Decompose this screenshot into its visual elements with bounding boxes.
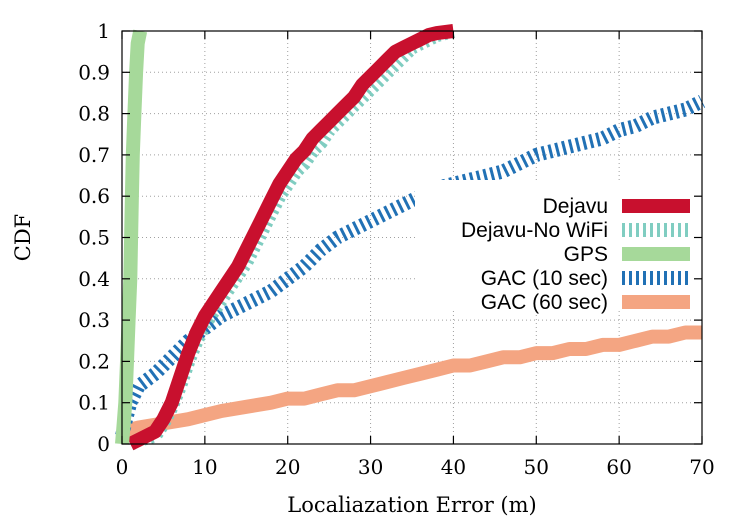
x-tick-label: 30 [358, 455, 383, 479]
x-tick-label: 70 [689, 455, 714, 479]
x-tick-label: 10 [192, 455, 217, 479]
x-tick-label: 40 [441, 455, 466, 479]
legend-label: Dejavu-No WiFi [461, 219, 608, 242]
y-tick-label: 0.5 [78, 226, 110, 250]
y-tick-label: 0.7 [78, 143, 110, 167]
series-line-gac-60-sec [120, 325, 702, 439]
legend-label: Dejavu [543, 195, 608, 218]
x-tick-label: 60 [606, 455, 631, 479]
series-line-dejavu [127, 24, 455, 451]
y-tick-label: 0 [97, 432, 110, 456]
x-axis-title: Localiazation Error (m) [287, 493, 536, 517]
y-tick-labels: 0 0.1 0.2 0.3 0.4 0.5 0.6 0.7 0.8 0.9 1 [78, 19, 110, 456]
series-line-dejavu-no-wifi [127, 24, 456, 451]
y-tick-label: 0.3 [78, 308, 110, 332]
grid [122, 31, 702, 444]
y-tick-label: 0.9 [78, 60, 110, 84]
y-tick-label: 0.4 [78, 267, 110, 291]
legend-label: GAC (60 sec) [481, 291, 608, 314]
legend-label: GPS [564, 243, 608, 266]
x-tick-labels: 0 10 20 30 40 50 60 70 [116, 455, 715, 479]
x-tick-label: 50 [524, 455, 549, 479]
y-tick-label: 0.1 [78, 391, 110, 415]
y-tick-label: 1 [97, 19, 110, 43]
y-tick-label: 0.2 [78, 349, 110, 373]
x-tick-label: 0 [116, 455, 129, 479]
legend-label: GAC (10 sec) [481, 267, 608, 290]
x-tick-label: 20 [275, 455, 300, 479]
axis-ticks [121, 30, 703, 445]
y-tick-label: 0.8 [78, 102, 110, 126]
y-axis-title: CDF [11, 214, 35, 261]
y-tick-label: 0.6 [78, 184, 110, 208]
